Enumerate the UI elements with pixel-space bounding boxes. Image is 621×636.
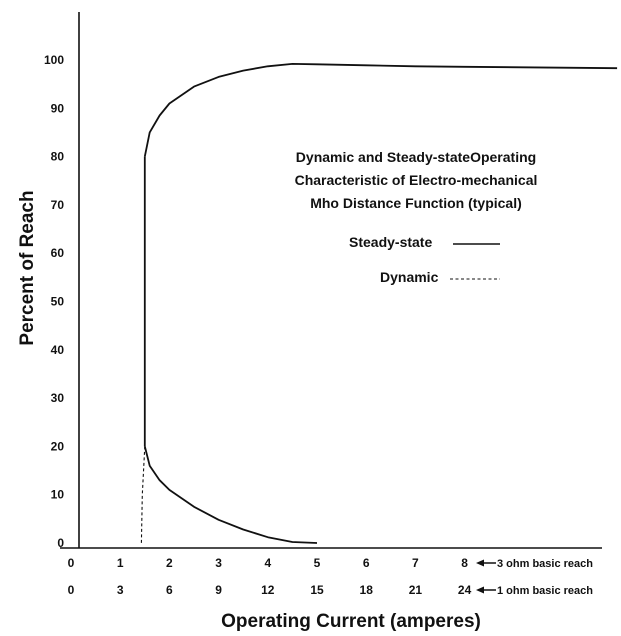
x-axis-scale-note: 1 ohm basic reach [497,585,593,597]
chart-title-line: Characteristic of Electro-mechanical [295,172,538,188]
arrow-head-icon [476,559,484,567]
y-tick-label: 0 [57,536,64,550]
y-tick-label: 70 [51,198,65,212]
x-tick-label: 2 [166,556,173,570]
y-tick-label: 80 [51,150,65,164]
legend-label: Dynamic [380,269,439,285]
x-tick-label: 9 [215,583,222,597]
series-lines [140,63,618,544]
y-tick-labels: 0 10 20 30 40 50 60 70 80 90 100 [44,53,64,550]
legend: Steady-state Dynamic [349,234,500,285]
x-tick-label: 6 [166,583,173,597]
x-tick-label: 3 [117,583,124,597]
series-line-solid-1 [143,446,318,544]
x-tick-label: 4 [264,556,271,570]
y-tick-label: 60 [51,246,65,260]
x-tick-label: 7 [412,556,419,570]
x-tick-label: 12 [261,583,275,597]
x-tick-label: 18 [360,583,374,597]
y-tick-label: 20 [51,439,65,453]
series-line-dashed-3 [140,446,146,544]
x-axis-scale-note: 3 ohm basic reach [497,558,593,570]
y-tick-label: 10 [51,488,65,502]
x-tick-label: 3 [215,556,222,570]
x-tick-label: 0 [68,556,75,570]
y-tick-label: 90 [51,101,65,115]
x-tick-label: 15 [310,583,324,597]
x-tick-label: 5 [314,556,321,570]
y-axis-title: Percent of Reach [17,190,38,345]
x-tick-label: 24 [458,583,472,597]
x-tick-label: 8 [461,556,468,570]
axes [60,12,602,549]
x-axis-title: Operating Current (amperes) [221,611,481,632]
x-tick-label: 21 [409,583,423,597]
chart-title-line: Dynamic and Steady-stateOperating [296,149,536,165]
y-tick-label: 100 [44,53,64,67]
series-line-solid-0 [143,63,618,157]
arrow-head-icon [476,586,484,594]
y-tick-label: 40 [51,343,65,357]
x-tick-label: 1 [117,556,124,570]
legend-label: Steady-state [349,234,432,250]
x-tick-label: 0 [68,583,75,597]
y-tick-label: 50 [51,295,65,309]
x-tick-label: 6 [363,556,370,570]
chart-title: Dynamic and Steady-stateOperating Charact… [295,149,538,211]
y-tick-label: 30 [51,391,65,405]
chart-title-line: Mho Distance Function (typical) [310,195,522,211]
